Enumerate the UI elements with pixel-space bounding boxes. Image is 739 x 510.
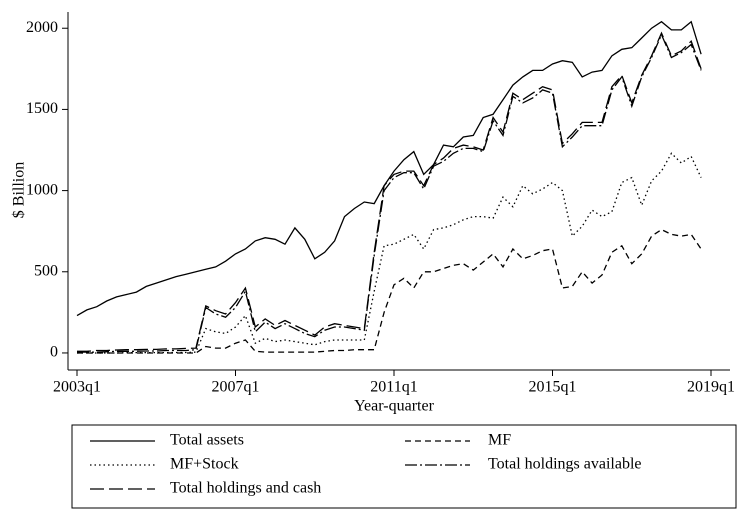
y-tick-label: 2000: [26, 19, 58, 36]
legend-label: MF+Stock: [170, 456, 239, 473]
x-axis-label: Year-quarter: [354, 398, 434, 415]
legend-label: Total holdings and cash: [170, 480, 321, 497]
y-tick-label: 0: [50, 344, 58, 361]
y-tick-label: 1500: [26, 100, 58, 117]
series-line: [76, 20, 702, 317]
series-line: [77, 31, 702, 352]
legend-label: Total holdings available: [488, 456, 642, 473]
x-tick-label: 2015q1: [529, 379, 577, 396]
legend: [71, 424, 737, 509]
series-line: [77, 33, 702, 353]
series-line: [77, 228, 702, 354]
x-tick-label: 2003q1: [53, 379, 101, 396]
y-tick-label: 500: [34, 262, 58, 279]
x-tick-label: 2011q1: [370, 379, 417, 396]
legend-label: Total assets: [170, 432, 244, 449]
y-axis-label: $ Billion: [11, 162, 28, 218]
x-tick-label: 2019q1: [687, 379, 735, 396]
x-tick-label: 2007q1: [212, 379, 260, 396]
series-line: [77, 152, 702, 354]
y-tick-label: 1000: [26, 181, 58, 198]
legend-label: MF: [488, 432, 511, 449]
